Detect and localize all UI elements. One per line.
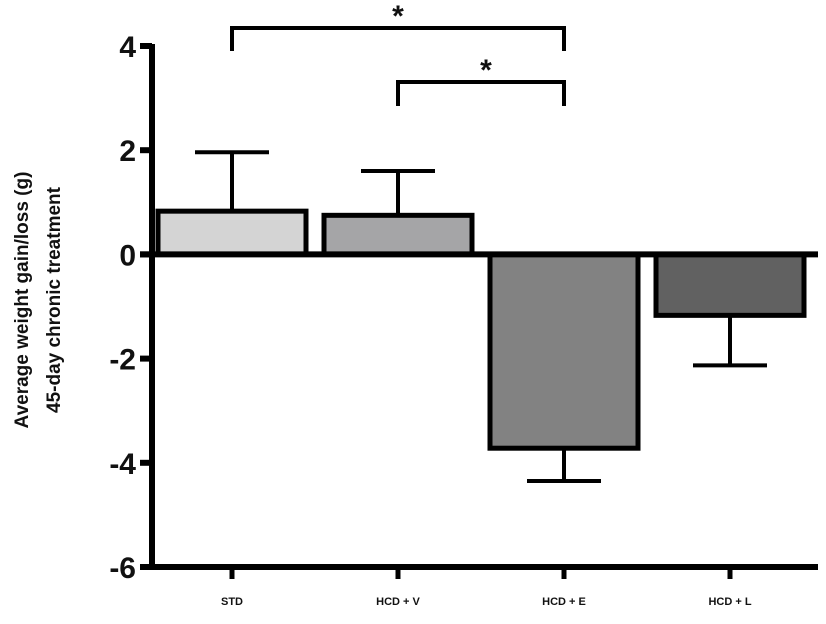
y-tick-label: 2 — [119, 135, 136, 168]
y-tick-label: -4 — [109, 448, 136, 481]
y-tick-label: -2 — [109, 344, 136, 377]
y-tick-label: -6 — [109, 552, 136, 585]
significance-asterisk: * — [392, 0, 404, 33]
category-label: HCD + V — [376, 596, 420, 608]
category-label: HCD + E — [542, 596, 586, 608]
y-axis-title-line: 45-day chronic treatment — [44, 186, 65, 413]
category-label: STD — [221, 596, 243, 608]
y-axis-ticks: 4 2 0 -2 -4 -6 — [109, 31, 136, 585]
x-axis-category-labels: STD HCD + V HCD + E HCD + L — [221, 596, 752, 608]
bar-hcd-e — [487, 251, 641, 451]
significance-bracket — [396, 80, 566, 106]
category-label: HCD + L — [708, 596, 751, 608]
bars — [155, 150, 807, 484]
bar-std — [155, 208, 309, 257]
y-axis-title-line: Average weight gain/loss (g) — [12, 172, 33, 429]
significance-brackets: ** — [230, 0, 566, 106]
significance-asterisk: * — [480, 54, 492, 87]
significance-bracket — [230, 26, 566, 51]
y-tick-label: 4 — [119, 31, 136, 64]
y-axis-title: Average weight gain/loss (g) 45-day chron… — [12, 172, 65, 429]
y-tick-label: 0 — [119, 239, 136, 272]
bar-hcd-l — [653, 251, 807, 318]
axes — [140, 43, 818, 579]
bar-hcd-v — [321, 212, 475, 257]
